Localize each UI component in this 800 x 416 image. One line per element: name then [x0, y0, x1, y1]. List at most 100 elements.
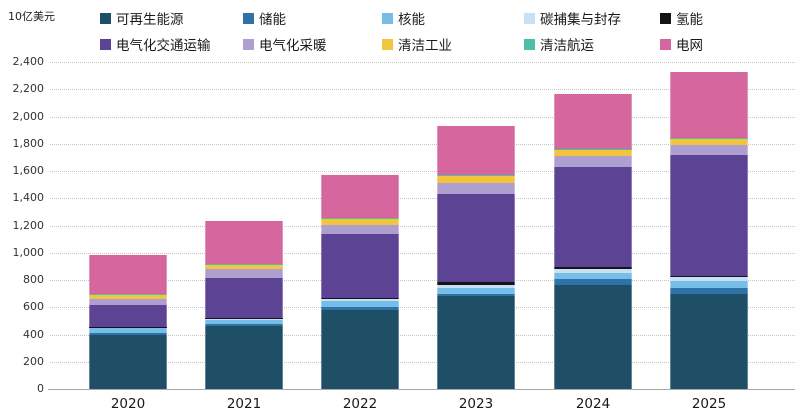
bar-2022 [321, 62, 399, 389]
gridline [50, 89, 795, 91]
gridline [50, 252, 795, 254]
legend-item-电网: 电网 [660, 35, 703, 54]
x-axis-label-2020: 2020 [110, 396, 146, 412]
bar-segment-2022-核能 [321, 301, 399, 308]
x-axis-label-2023: 2023 [458, 396, 494, 412]
y-axis-tick-label: 2,200 [12, 82, 45, 96]
legend-label: 碳捕集与封存 [540, 12, 621, 28]
bar-segment-2021-电气化交通运输 [205, 278, 283, 318]
bar-segment-2023-可再生能源 [437, 296, 515, 389]
legend-label: 清洁航运 [540, 38, 594, 54]
bar-2020 [89, 62, 167, 389]
y-axis-tick-label: 0 [37, 382, 44, 395]
legend-swatch-icon [100, 38, 111, 50]
bar-segment-2022-可再生能源 [321, 309, 399, 389]
bar-2023 [437, 62, 515, 389]
bar-2021 [205, 62, 283, 389]
legend-swatch-icon [382, 12, 393, 24]
bar-segment-2024-清洁航运 [554, 148, 632, 150]
bar-segment-2020-储能 [89, 333, 167, 335]
bar-segment-2023-氢能 [437, 282, 515, 285]
bar-segment-2021-清洁工业 [205, 263, 283, 269]
gridline [50, 280, 795, 281]
bar-segment-2025-储能 [670, 287, 748, 294]
legend-swatch-icon [100, 12, 111, 24]
bar-segment-2024-清洁工业 [554, 149, 632, 157]
y-axis-tick-label: 600 [23, 300, 44, 314]
legend-label: 可再生能源 [116, 12, 184, 28]
gridline [50, 116, 795, 118]
legend-swatch-icon [660, 38, 671, 50]
bar-segment-2023-储能 [437, 293, 515, 297]
legend-item-电气化交通运输: 电气化交通运输 [100, 35, 211, 54]
bar-segment-2022-氢能 [321, 298, 399, 300]
y-axis-tick-label: 200 [23, 354, 44, 368]
legend-item-氢能: 氢能 [660, 9, 703, 28]
x-axis-label-2022: 2022 [342, 396, 378, 412]
chart-legend: 可再生能源 储能 核能 碳捕集与封存 氢能电气化交通运输 电气化采暖 清洁工业 清洁航运 电网 [0, 0, 800, 58]
bar-segment-2024-电气化交通运输 [554, 166, 632, 268]
y-axis-tick-label: 1,800 [12, 136, 45, 150]
bar-segment-2025-电气化采暖 [670, 145, 748, 156]
bar-segment-2022-储能 [321, 307, 399, 310]
bar-segment-2021-电气化采暖 [205, 268, 283, 279]
bar-segment-2023-核能 [437, 287, 515, 294]
legend-item-碳捕集与封存: 碳捕集与封存 [524, 9, 621, 28]
bar-segment-2025-清洁工业 [670, 138, 748, 146]
bar-segment-2025-可再生能源 [670, 293, 748, 389]
legend-label: 核能 [398, 12, 425, 28]
legend-label: 储能 [259, 12, 286, 28]
legend-item-清洁工业: 清洁工业 [382, 35, 452, 54]
x-axis-line [48, 389, 795, 390]
bar-segment-2021-储能 [205, 324, 283, 326]
legend-swatch-icon [524, 38, 535, 50]
bar-segment-2020-核能 [89, 328, 167, 334]
bar-segment-2023-电气化交通运输 [437, 194, 515, 283]
bar-segment-2025-清洁航运 [670, 137, 748, 139]
bar-segment-2025-核能 [670, 280, 748, 288]
legend-item-电气化采暖: 电气化采暖 [243, 35, 327, 54]
bar-2025 [670, 62, 748, 389]
legend-item-可再生能源: 可再生能源 [100, 9, 184, 28]
bar-segment-2024-电网 [554, 94, 632, 149]
bar-segment-2022-电气化交通运输 [321, 234, 399, 299]
y-axis-tick-label: 1,400 [12, 191, 45, 205]
legend-swatch-icon [660, 12, 671, 24]
bar-segment-2024-氢能 [554, 267, 632, 270]
bar-segment-2024-碳捕集与封存 [554, 269, 632, 274]
y-axis-tick-label: 1,200 [12, 218, 45, 232]
bar-segment-2025-电气化交通运输 [670, 155, 748, 276]
gridline [50, 361, 795, 363]
bar-segment-2020-可再生能源 [89, 334, 167, 389]
bar-segment-2022-电网 [321, 174, 399, 219]
bar-segment-2024-核能 [554, 273, 632, 280]
bar-segment-2021-核能 [205, 319, 283, 325]
legend-label: 清洁工业 [398, 38, 452, 54]
x-axis-label-2021: 2021 [226, 396, 262, 412]
bar-segment-2024-电气化采暖 [554, 156, 632, 167]
bar-segment-2025-碳捕集与封存 [670, 277, 748, 281]
bar-segment-2021-电网 [205, 221, 283, 264]
gridline [50, 143, 795, 145]
bar-segment-2020-清洁工业 [89, 294, 167, 299]
legend-swatch-icon [243, 12, 254, 24]
gridline [50, 307, 795, 309]
x-axis-label-2025: 2025 [691, 396, 727, 412]
legend-label: 氢能 [676, 12, 703, 28]
bar-segment-2025-电网 [670, 72, 748, 138]
y-axis-tick-label: 400 [23, 327, 44, 341]
y-axis-tick-label: 1,000 [12, 245, 45, 259]
bar-segment-2021-碳捕集与封存 [205, 318, 283, 320]
bar-segment-2020-电网 [89, 254, 167, 295]
bar-segment-2023-电网 [437, 126, 515, 176]
bar-segment-2025-氢能 [670, 275, 748, 278]
bar-2024 [554, 62, 632, 389]
bar-segment-2020-电气化采暖 [89, 298, 167, 305]
legend-item-储能: 储能 [243, 9, 286, 28]
y-axis-tick-label: 2,400 [12, 55, 45, 68]
bar-segment-2023-清洁工业 [437, 175, 515, 184]
y-axis-tick-label: 1,600 [12, 164, 45, 177]
y-axis-unit-label: 10亿美元 [8, 10, 55, 23]
gridline [50, 198, 795, 200]
